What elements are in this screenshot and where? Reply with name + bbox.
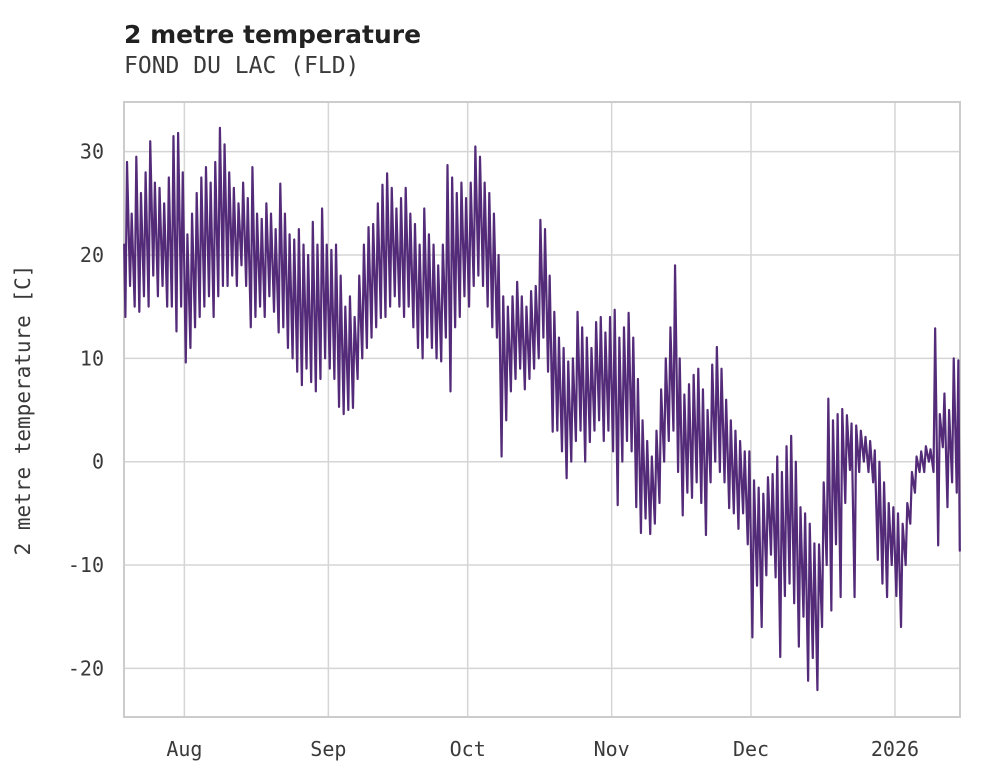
- temperature-line: [123, 126, 961, 692]
- y-tick-label: 0: [92, 450, 104, 474]
- x-tick-label: Dec: [733, 737, 769, 761]
- y-tick-labels: 30 20 10 0 -10 -20: [68, 140, 104, 681]
- y-tick-label: 10: [80, 346, 104, 370]
- x-tick-label: Nov: [594, 737, 630, 761]
- chart-title: 2 metre temperature: [124, 20, 421, 49]
- x-tick-label: Sep: [310, 737, 346, 761]
- chart-subtitle: FOND DU LAC (FLD): [124, 53, 359, 79]
- x-tick-label: Aug: [166, 737, 202, 761]
- gridlines: [124, 102, 960, 717]
- x-tick-label: Oct: [450, 737, 486, 761]
- x-tick-label: 2026: [871, 737, 919, 761]
- y-tick-label: -20: [68, 656, 104, 680]
- x-tick-labels: Aug Sep Oct Nov Dec 2026: [166, 737, 919, 761]
- y-axis-label: 2 metre temperature [C]: [11, 265, 35, 556]
- y-tick-label: -10: [68, 553, 104, 577]
- y-tick-label: 30: [80, 140, 104, 164]
- plot-border: [123, 101, 961, 718]
- y-tick-label: 20: [80, 243, 104, 267]
